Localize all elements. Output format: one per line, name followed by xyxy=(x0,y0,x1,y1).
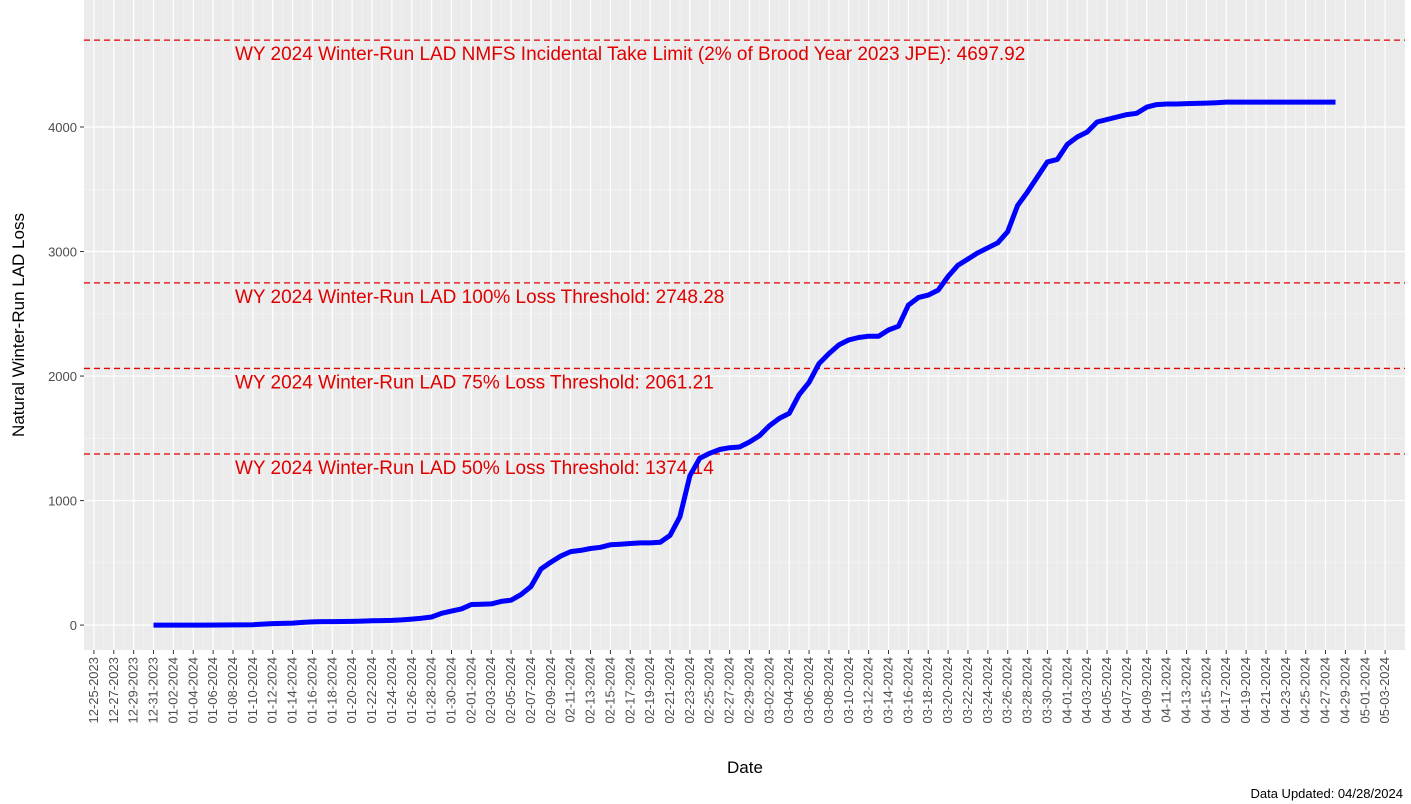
x-tick-label: 05-01-2024 xyxy=(1357,657,1372,724)
x-tick-label: 12-27-2023 xyxy=(106,657,121,724)
y-tick-label: 0 xyxy=(70,618,77,633)
x-tick-label: 01-18-2024 xyxy=(324,657,339,724)
x-tick-label: 02-11-2024 xyxy=(563,657,578,723)
x-tick-label: 03-28-2024 xyxy=(1020,657,1035,724)
x-tick-label: 01-16-2024 xyxy=(304,657,319,724)
x-tick-label: 01-30-2024 xyxy=(443,657,458,724)
x-tick-label: 02-29-2024 xyxy=(741,657,756,724)
x-tick-label: 03-30-2024 xyxy=(1039,657,1054,724)
x-tick-label: 02-15-2024 xyxy=(602,657,617,724)
x-tick-label: 01-14-2024 xyxy=(285,657,300,724)
x-tick-label: 03-18-2024 xyxy=(920,657,935,724)
x-tick-label: 04-07-2024 xyxy=(1119,657,1134,724)
x-tick-label: 01-08-2024 xyxy=(225,657,240,724)
x-tick-label: 01-24-2024 xyxy=(384,657,399,724)
x-tick-label: 04-03-2024 xyxy=(1079,657,1094,724)
x-tick-label: 03-24-2024 xyxy=(980,657,995,724)
x-tick-label: 04-15-2024 xyxy=(1198,657,1213,724)
x-tick-label: 02-27-2024 xyxy=(722,657,737,724)
x-tick-label: 02-03-2024 xyxy=(483,657,498,724)
x-tick-label: 04-21-2024 xyxy=(1258,657,1273,724)
x-tick-label: 02-19-2024 xyxy=(642,657,657,724)
x-tick-label: 01-10-2024 xyxy=(245,657,260,724)
y-axis-title: Natural Winter-Run LAD Loss xyxy=(9,213,28,437)
threshold-label: WY 2024 Winter-Run LAD 75% Loss Threshol… xyxy=(235,372,714,393)
x-tick-label: 03-26-2024 xyxy=(1000,657,1015,724)
x-tick-label: 03-04-2024 xyxy=(781,657,796,724)
x-tick-label: 03-12-2024 xyxy=(861,657,876,724)
x-tick-label: 03-10-2024 xyxy=(841,657,856,724)
x-tick-label: 01-26-2024 xyxy=(404,657,419,724)
x-tick-label: 02-09-2024 xyxy=(543,657,558,724)
data-line xyxy=(153,99,1336,628)
y-tick-label: 1000 xyxy=(48,494,77,509)
x-tick-label: 01-06-2024 xyxy=(205,657,220,724)
x-tick-label: 04-09-2024 xyxy=(1139,657,1154,724)
x-tick-label: 03-20-2024 xyxy=(940,657,955,724)
x-tick-label: 04-17-2024 xyxy=(1218,657,1233,724)
threshold-label: WY 2024 Winter-Run LAD 50% Loss Threshol… xyxy=(235,458,714,479)
threshold-label: WY 2024 Winter-Run LAD 100% Loss Thresho… xyxy=(235,287,724,308)
x-tick-label: 01-02-2024 xyxy=(165,657,180,724)
x-tick-label: 04-27-2024 xyxy=(1318,657,1333,724)
x-tick-label: 03-06-2024 xyxy=(801,657,816,724)
x-tick-label: 01-28-2024 xyxy=(424,657,439,724)
x-tick-label: 02-13-2024 xyxy=(583,657,598,724)
x-tick-label: 03-16-2024 xyxy=(900,657,915,724)
x-tick-label: 03-02-2024 xyxy=(761,657,776,724)
footnote: Data Updated: 04/28/2024 xyxy=(1250,786,1403,801)
x-tick-label: 02-21-2024 xyxy=(662,657,677,724)
x-tick-label: 05-03-2024 xyxy=(1377,657,1392,724)
x-tick-label: 02-23-2024 xyxy=(682,657,697,724)
panel xyxy=(84,0,1405,650)
x-tick-label: 02-17-2024 xyxy=(622,657,637,724)
y-tick-label: 2000 xyxy=(48,369,77,384)
x-tick-label: 02-25-2024 xyxy=(702,657,717,724)
x-tick-label: 02-05-2024 xyxy=(503,657,518,724)
threshold-label: WY 2024 Winter-Run LAD NMFS Incidental T… xyxy=(235,44,1025,65)
x-tick-label: 04-23-2024 xyxy=(1278,657,1293,724)
x-tick-label: 04-11-2024 xyxy=(1159,657,1174,723)
x-tick-label: 12-25-2023 xyxy=(86,657,101,724)
x-tick-label: 12-31-2023 xyxy=(146,657,161,724)
x-tick-label: 04-13-2024 xyxy=(1178,657,1193,724)
x-tick-label: 04-29-2024 xyxy=(1337,657,1352,724)
x-tick-label: 04-05-2024 xyxy=(1099,657,1114,724)
x-tick-label: 04-19-2024 xyxy=(1238,657,1253,724)
x-tick-label: 02-07-2024 xyxy=(523,657,538,724)
x-tick-label: 01-22-2024 xyxy=(364,657,379,724)
x-tick-label: 01-12-2024 xyxy=(265,657,280,724)
y-tick-label: 4000 xyxy=(48,120,77,135)
x-axis-title: Date xyxy=(727,758,763,777)
x-tick-label: 01-04-2024 xyxy=(185,657,200,724)
y-tick-label: 3000 xyxy=(48,245,77,260)
x-tick-label: 03-22-2024 xyxy=(960,657,975,724)
x-tick-label: 04-25-2024 xyxy=(1298,657,1313,724)
x-tick-label: 02-01-2024 xyxy=(463,657,478,724)
x-tick-label: 03-08-2024 xyxy=(821,657,836,724)
x-tick-label: 01-20-2024 xyxy=(344,657,359,724)
x-tick-label: 12-29-2023 xyxy=(126,657,141,724)
x-tick-label: 04-01-2024 xyxy=(1059,657,1074,724)
x-tick-label: 03-14-2024 xyxy=(881,657,896,724)
